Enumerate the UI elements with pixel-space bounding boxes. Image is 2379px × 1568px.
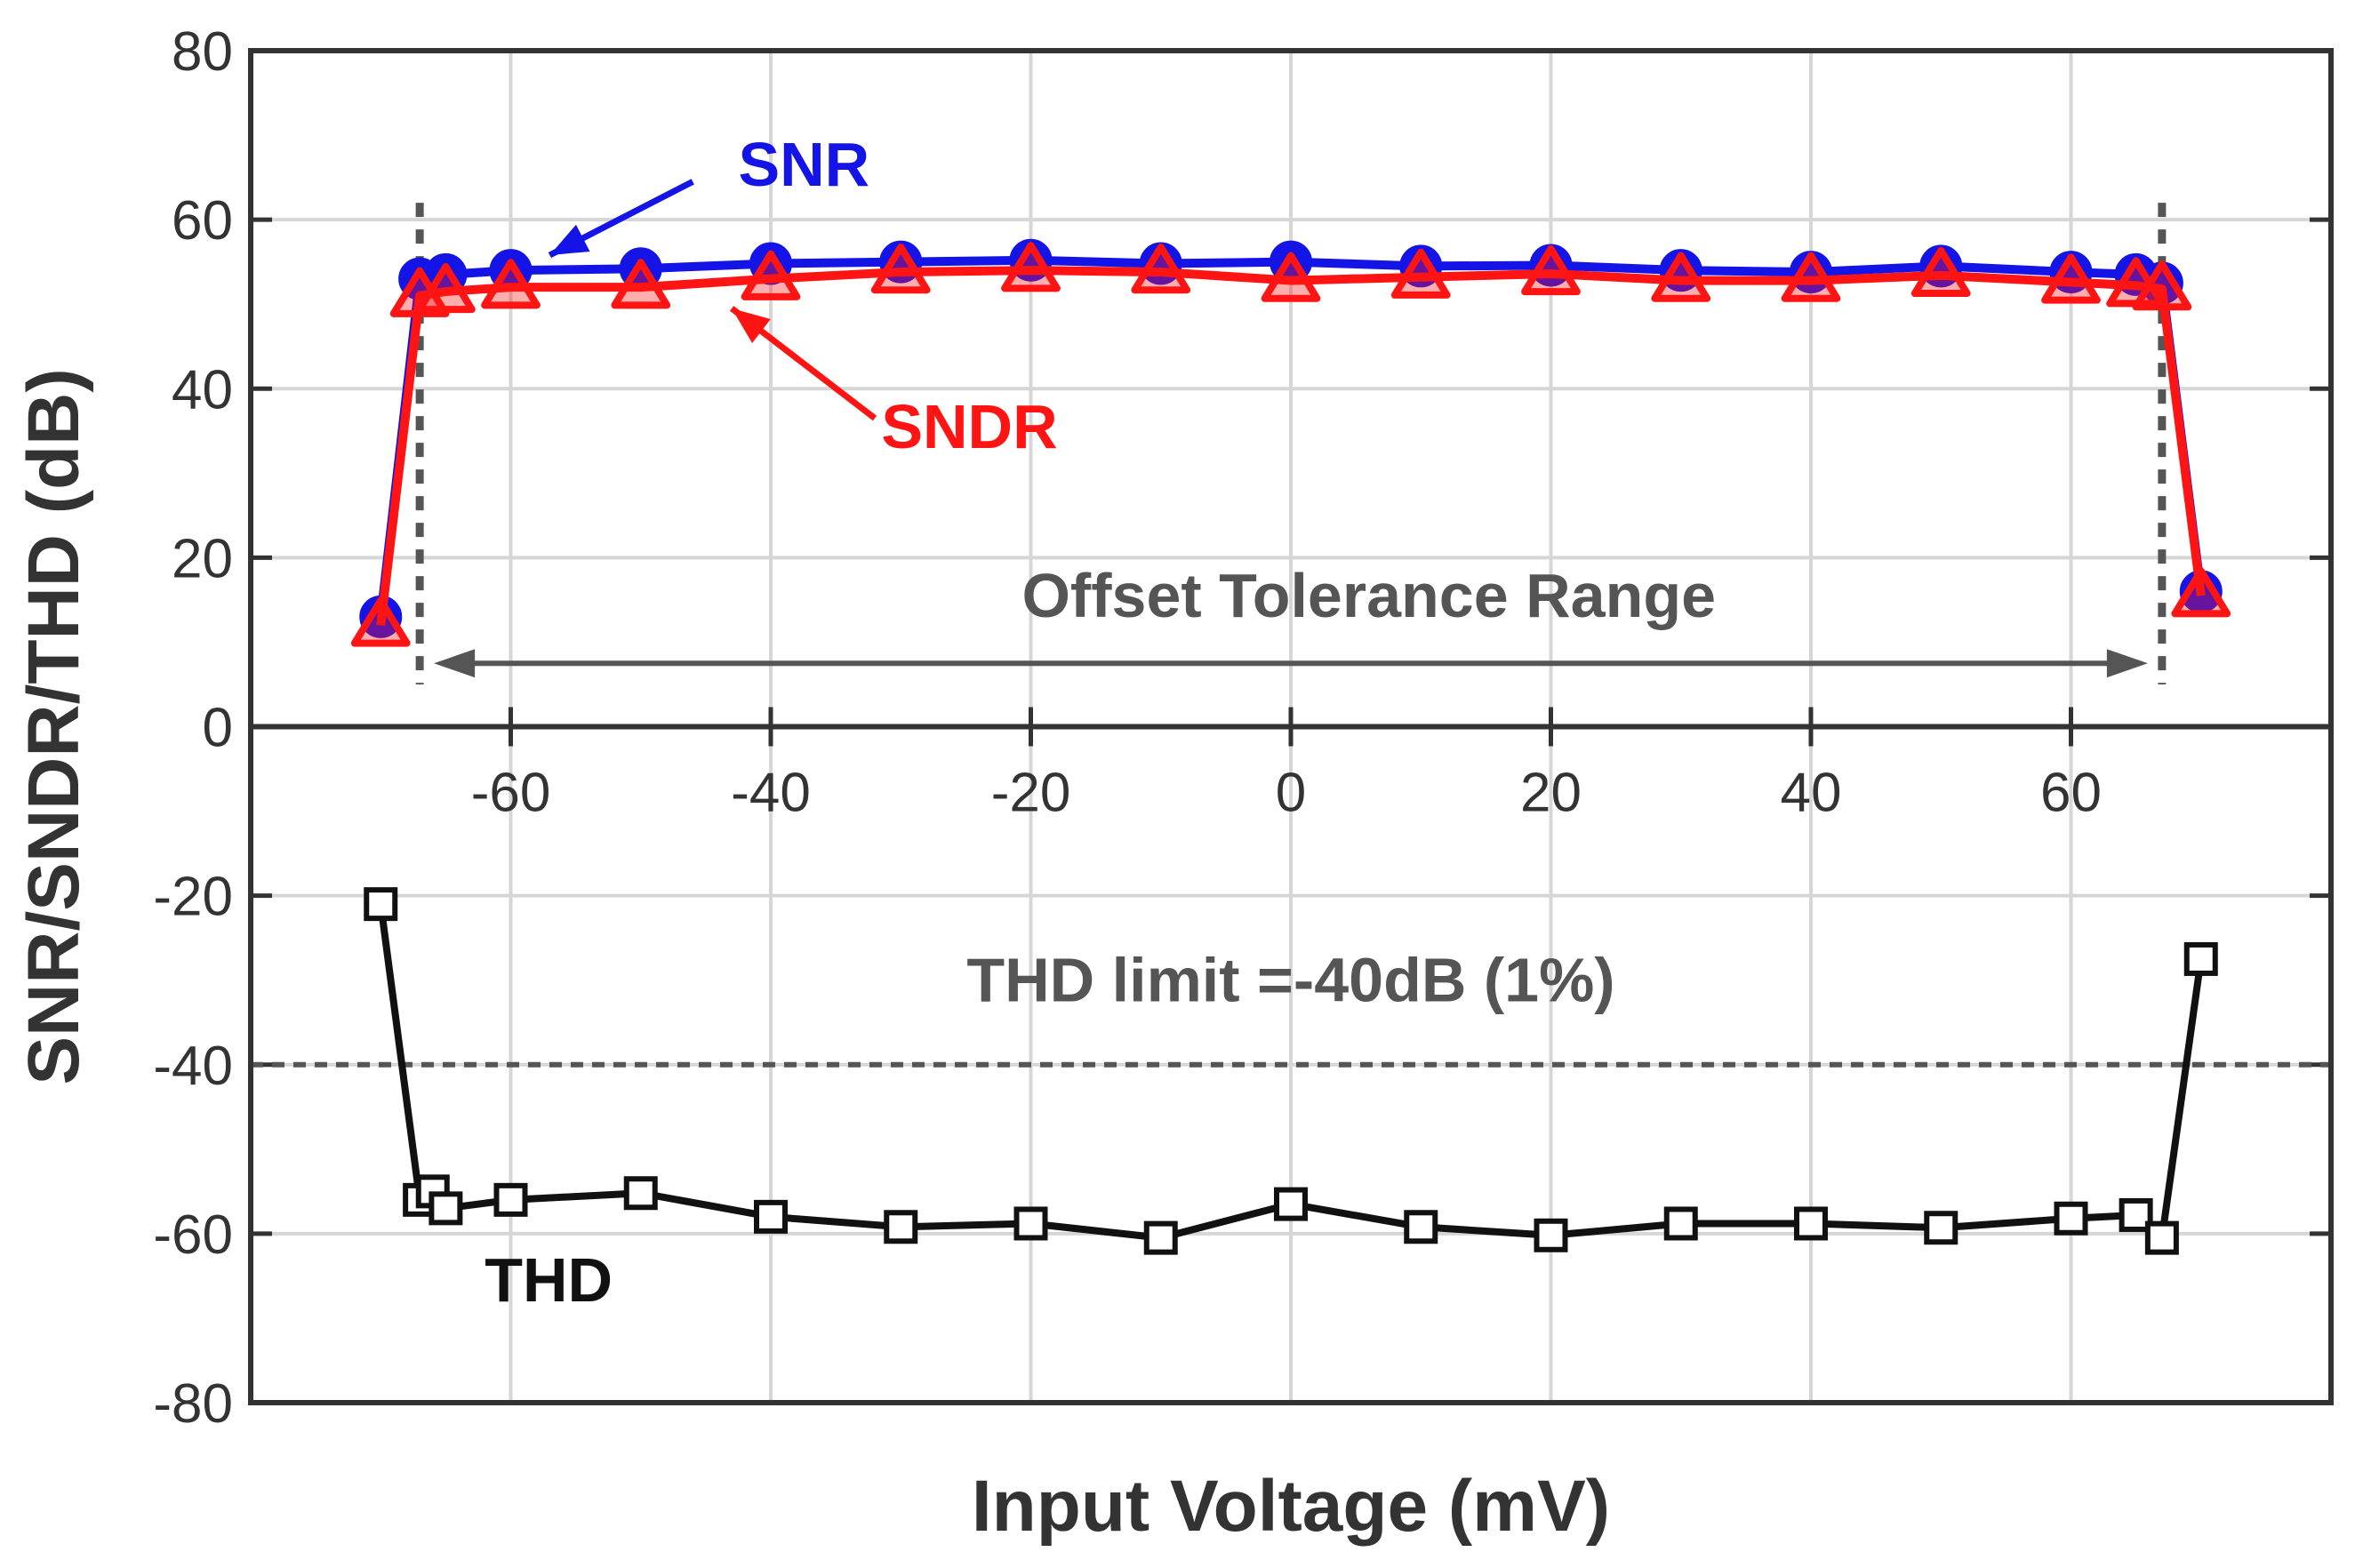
sndr-point xyxy=(481,259,541,309)
sndr-point xyxy=(1781,252,1841,302)
x-axis-title: Input Voltage (mV) xyxy=(972,1466,1610,1547)
sndr-arrow-head xyxy=(732,308,771,344)
thd-annotation: THD xyxy=(485,1245,613,1315)
thd-point xyxy=(493,1182,528,1217)
thd-limit-annotation: THD limit =-40dB (1%) xyxy=(966,945,1614,1014)
thd-point xyxy=(1404,1210,1438,1244)
thd-point xyxy=(2144,1220,2179,1255)
y-tick-label: -20 xyxy=(153,867,233,928)
thd-point xyxy=(1663,1206,1698,1241)
sndr-point xyxy=(1001,242,1061,292)
thd-point xyxy=(364,887,398,922)
sndr-line xyxy=(376,266,2206,627)
sndr-point xyxy=(2041,253,2101,304)
x-tick-label: 20 xyxy=(1520,763,1582,824)
sndr-point xyxy=(1261,252,1321,302)
offset-range-annotation: Offset Tolerance Range xyxy=(1021,561,1716,630)
thd-point xyxy=(1924,1211,1958,1245)
y-tick-label: 80 xyxy=(172,21,233,83)
snr-arrow-head xyxy=(549,224,590,256)
thd-point xyxy=(1274,1187,1308,1221)
thd-point xyxy=(1013,1206,1048,1241)
thd-point xyxy=(1794,1206,1828,1241)
sndr-point xyxy=(741,250,801,300)
y-axis-title: SNR/SNDR/THD (dB) xyxy=(13,368,94,1084)
thd-point xyxy=(2054,1201,2088,1236)
sndr-point xyxy=(2171,567,2231,618)
sndr-point xyxy=(1521,244,1581,296)
sndr-point xyxy=(611,259,671,309)
snr-annotation: SNR xyxy=(738,130,869,199)
x-tick-label: 0 xyxy=(1276,763,1306,824)
sndr-point xyxy=(1390,248,1451,299)
x-tick-label: -60 xyxy=(471,763,551,824)
x-tick-label: 40 xyxy=(1781,763,1842,824)
y-tick-label: 40 xyxy=(172,359,233,420)
y-tick-label: 0 xyxy=(203,698,233,759)
thd-point xyxy=(2183,941,2218,976)
x-tick-label: 60 xyxy=(2040,763,2102,824)
offset-range-arrowhead xyxy=(2106,649,2148,678)
sndr-point xyxy=(1131,244,1191,294)
sndr-point xyxy=(2132,260,2192,311)
thd-point xyxy=(754,1199,788,1234)
sndr-annotation: SNDR xyxy=(881,392,1057,461)
y-tick-label: 20 xyxy=(172,528,233,589)
offset-range-arrowhead xyxy=(434,649,476,678)
y-tick-label: -40 xyxy=(153,1036,233,1097)
sndr-point xyxy=(350,596,411,647)
y-tick-label: -60 xyxy=(153,1204,233,1266)
annotations: SNR SNDR Offset Tolerance Range THD limi… xyxy=(485,130,1716,1315)
y-tick-label: 60 xyxy=(172,190,233,252)
thd-point xyxy=(623,1176,658,1211)
series-layer xyxy=(350,238,2231,1255)
sndr-point xyxy=(415,262,476,314)
sndr-point xyxy=(1910,246,1971,298)
tick-labels: 80 60 40 20 0 -20 -40 -60 -80 -60 -40 -20 0 20 40 60 xyxy=(153,21,2102,1435)
thd-point xyxy=(884,1210,918,1244)
sndr-point xyxy=(1651,252,1711,302)
thd-point xyxy=(429,1191,463,1226)
x-tick-label: -20 xyxy=(991,763,1071,824)
thd-point xyxy=(1143,1220,1178,1255)
sndr-point xyxy=(870,244,931,294)
x-tick-label: -40 xyxy=(731,763,811,824)
thd-point xyxy=(1534,1218,1568,1252)
y-tick-label: -80 xyxy=(153,1373,233,1435)
